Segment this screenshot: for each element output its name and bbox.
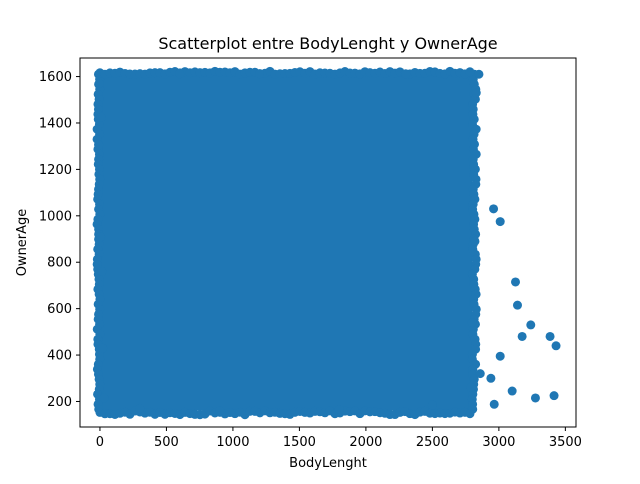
x-tick-label: 1000 (216, 435, 249, 450)
data-point (94, 140, 104, 150)
data-point (215, 406, 225, 416)
data-point (495, 217, 505, 227)
data-point (489, 399, 499, 409)
data-point (471, 88, 481, 98)
data-point (545, 331, 555, 341)
data-point (517, 331, 527, 341)
data-point (96, 112, 106, 122)
data-point (526, 320, 536, 330)
data-point (467, 318, 477, 328)
x-tick-label: 2000 (349, 435, 382, 450)
data-point (255, 69, 265, 79)
y-tick-label: 600 (47, 302, 72, 317)
data-point (549, 391, 559, 401)
data-point (334, 405, 344, 415)
x-tick-label: 3500 (549, 435, 582, 450)
data-point (97, 267, 107, 277)
x-tick-label: 3000 (482, 435, 515, 450)
x-tick-label: 0 (96, 435, 104, 450)
x-tick-label: 500 (154, 435, 179, 450)
ticks-layer: 0 500 1000 1500 2000 2500 3000 3500 200 400 600 800… (39, 70, 582, 450)
y-tick-label: 400 (47, 349, 72, 364)
data-point (96, 232, 106, 242)
edge-point (465, 409, 475, 419)
dense-point-cloud (99, 74, 473, 411)
data-point (175, 69, 185, 79)
data-point (551, 341, 561, 351)
data-point (512, 300, 522, 310)
data-point (474, 69, 484, 79)
data-point (475, 369, 485, 379)
points-layer (92, 66, 561, 420)
y-tick-label: 1600 (39, 70, 72, 85)
data-point (507, 386, 517, 396)
y-tick-label: 1200 (39, 163, 72, 178)
x-tick-label: 1500 (283, 435, 316, 450)
data-point (98, 343, 108, 353)
y-tick-label: 1000 (39, 209, 72, 224)
plot-area-frame (79, 57, 577, 428)
data-point (489, 204, 499, 214)
data-point (470, 236, 480, 246)
data-point (469, 162, 479, 172)
data-point (427, 400, 437, 410)
x-tick-label: 2500 (416, 435, 449, 450)
chart-title: Scatterplot entre BodyLenght y OwnerAge (158, 34, 497, 53)
edge-point (465, 67, 475, 77)
y-axis-label: OwnerAge (15, 209, 30, 277)
x-axis-label: BodyLenght (289, 456, 367, 471)
y-tick-label: 800 (47, 256, 72, 271)
data-point (94, 79, 104, 89)
data-point (466, 383, 476, 393)
y-tick-label: 200 (47, 395, 72, 410)
y-tick-label: 1400 (39, 116, 72, 131)
data-point (135, 403, 145, 413)
data-point (495, 351, 505, 361)
data-point (401, 69, 411, 79)
data-point (99, 393, 109, 403)
data-point (530, 393, 540, 403)
data-point (510, 277, 520, 287)
data-point (486, 373, 496, 383)
